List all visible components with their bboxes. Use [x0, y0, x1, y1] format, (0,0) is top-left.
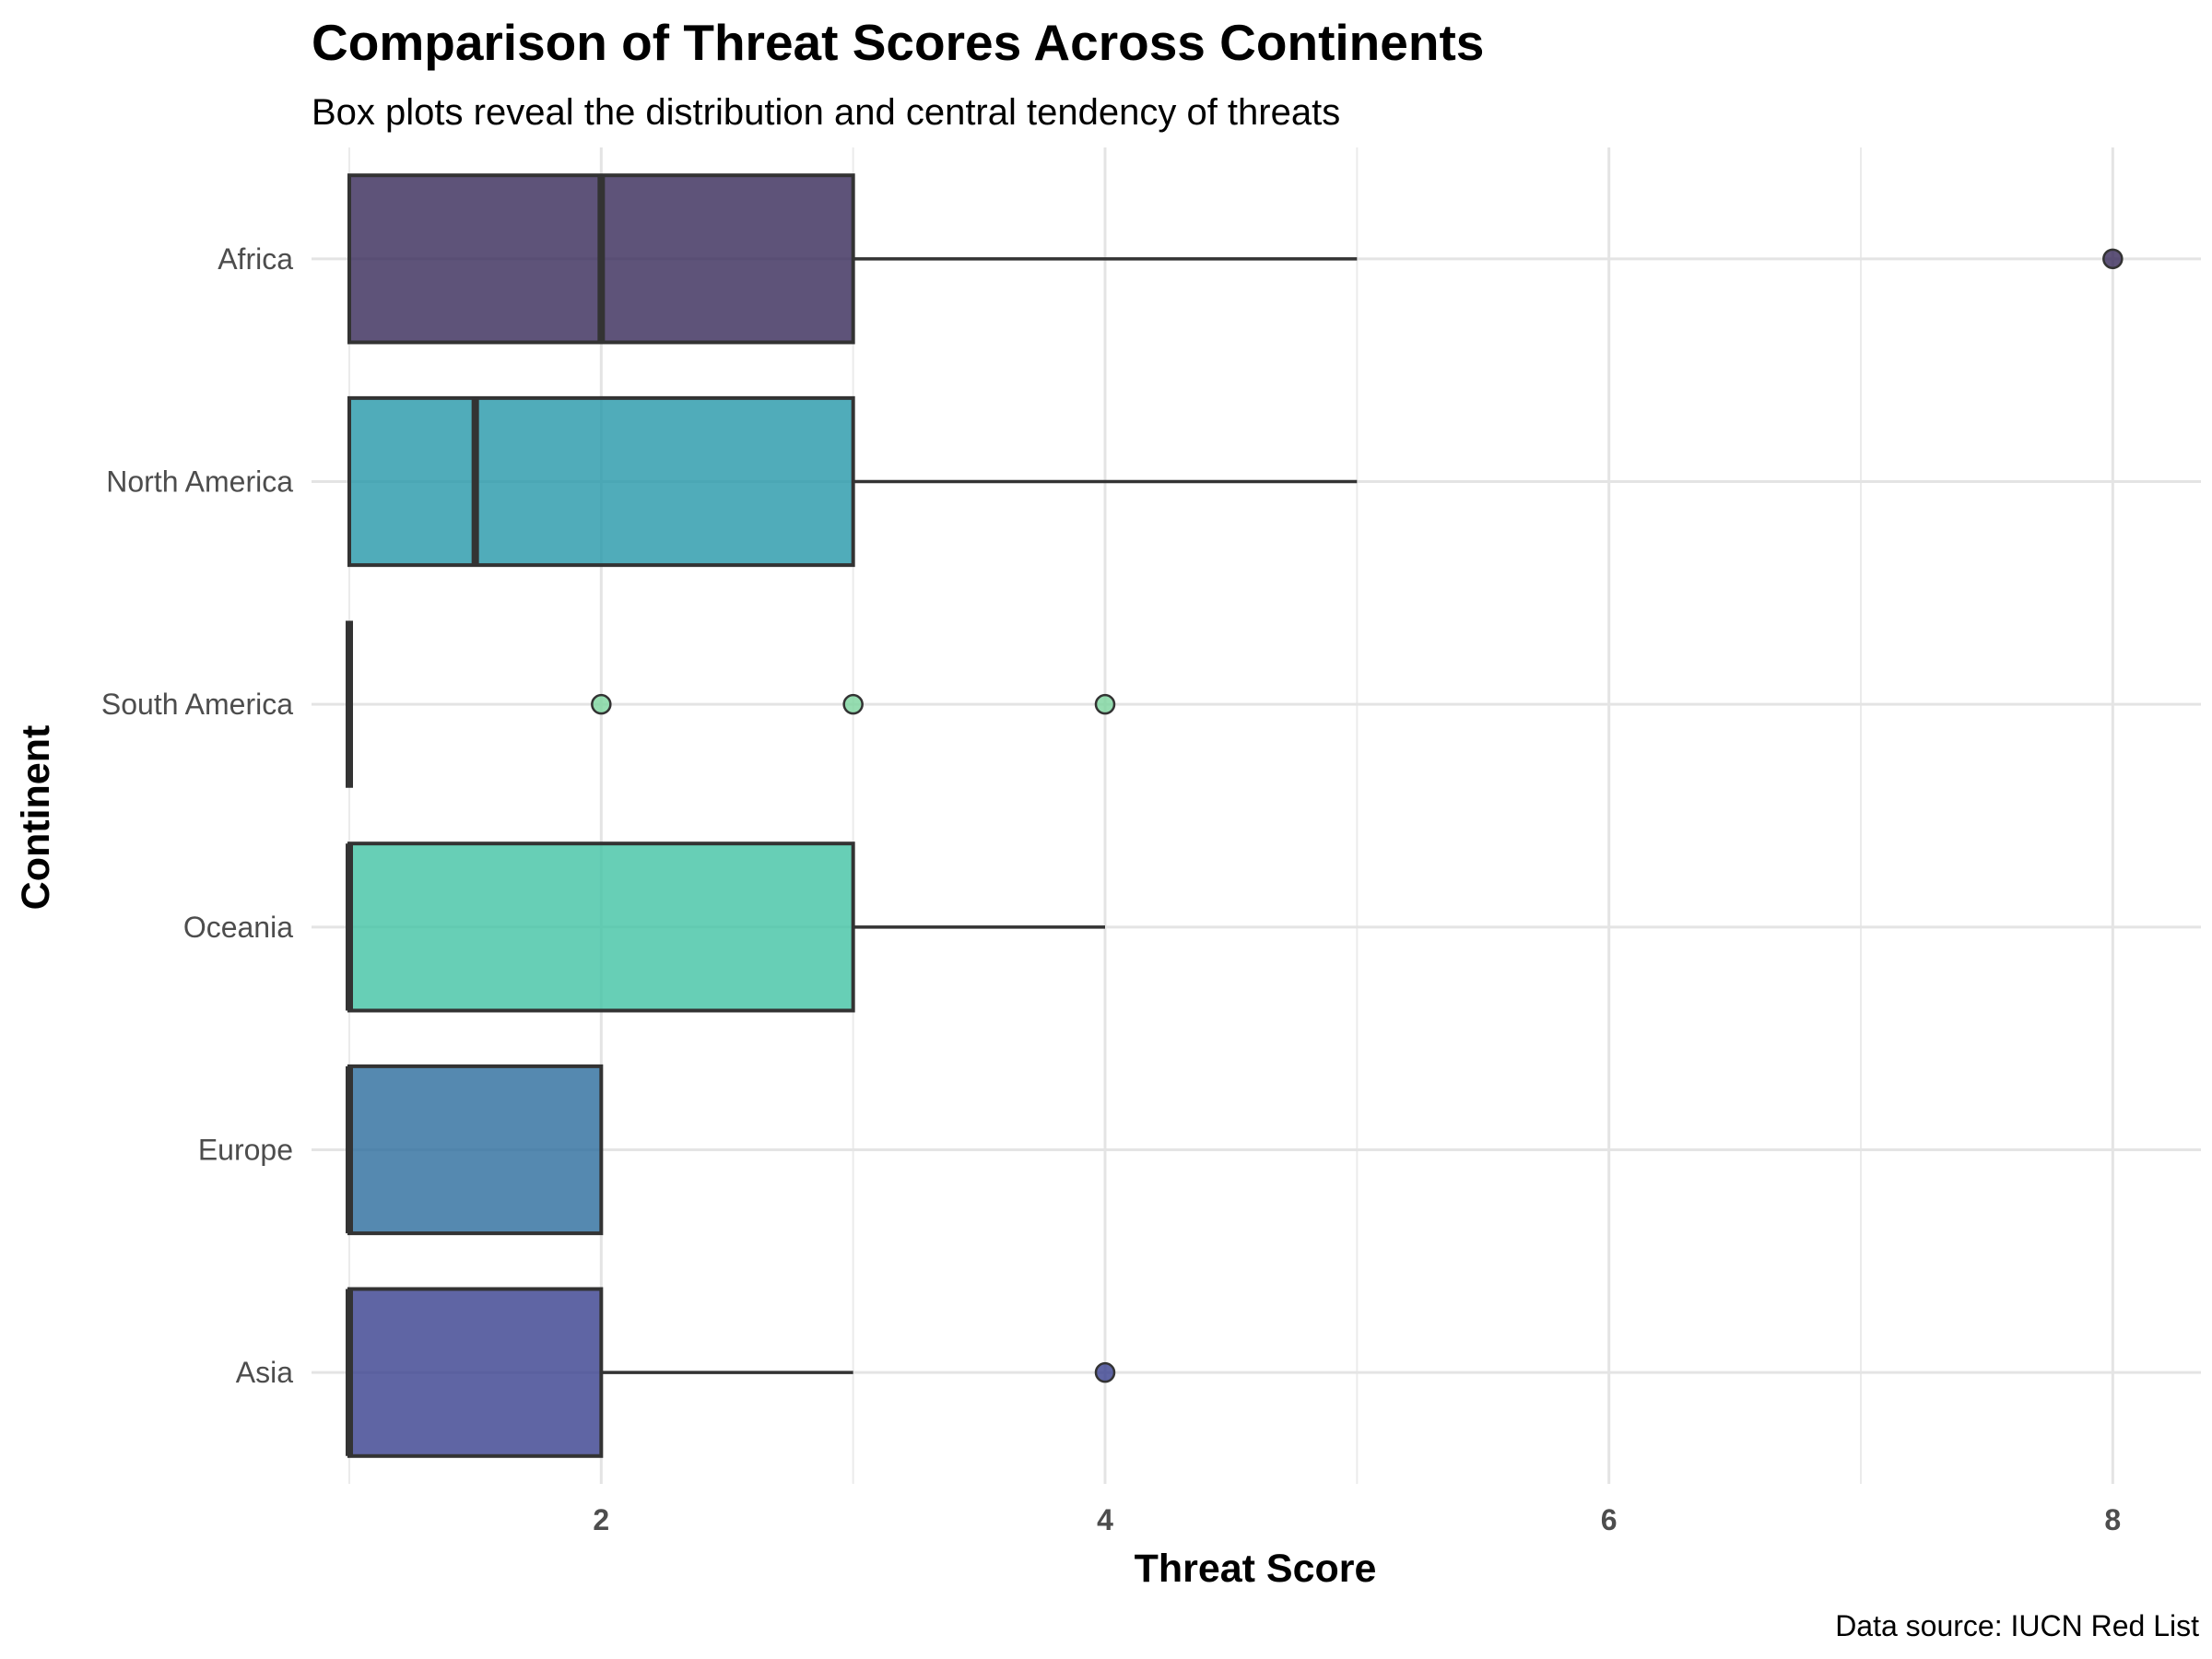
outlier-point: [1094, 1361, 1116, 1383]
x-axis-title: Threat Score: [1135, 1547, 1377, 1591]
box: [347, 395, 855, 568]
boxplot-africa: [347, 173, 2124, 345]
axes: 2 4 6 8 Africa North America South America Ocea…: [101, 242, 2121, 1536]
x-tick-label: 2: [593, 1503, 609, 1536]
y-tick-label: Oceania: [183, 911, 293, 944]
plot-area: [346, 173, 2124, 1458]
boxplot-south-america: [346, 620, 1116, 788]
boxplot-north-america: [347, 395, 1358, 568]
outlier-point: [591, 693, 612, 715]
outlier-point: [2102, 248, 2124, 270]
outlier-point: [1094, 693, 1116, 715]
box: [347, 1287, 604, 1458]
chart-subtitle: Box plots reveal the distribution and ce…: [312, 92, 1340, 133]
y-tick-label: Europe: [198, 1134, 293, 1167]
y-tick-label: North America: [106, 465, 293, 499]
caption: Data source: IUCN Red List: [1835, 1609, 2199, 1642]
box: [347, 841, 855, 1013]
x-tick-label: 4: [1097, 1503, 1113, 1536]
y-tick-label: South America: [101, 688, 293, 721]
y-tick-label: Asia: [236, 1356, 293, 1389]
grid: [312, 147, 2201, 1484]
boxplot-oceania: [346, 841, 1105, 1013]
y-axis-title: Continent: [14, 725, 58, 911]
boxplot-asia: [346, 1287, 1116, 1458]
boxplot-europe: [346, 1064, 604, 1236]
y-tick-label: Africa: [218, 242, 293, 276]
box: [347, 1064, 604, 1236]
x-tick-label: 6: [1601, 1503, 1618, 1536]
chart-title: Comparison of Threat Scores Across Conti…: [312, 14, 1484, 71]
outlier-point: [842, 693, 864, 715]
x-tick-label: 8: [2104, 1503, 2121, 1536]
